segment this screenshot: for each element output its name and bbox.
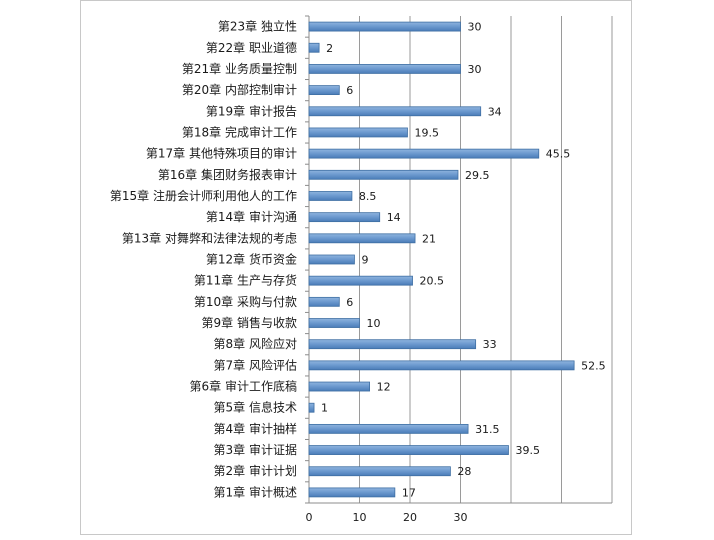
x-tick-labels: 0 10 20 30 [306, 511, 468, 524]
data-label: 1 [321, 402, 328, 415]
data-label: 8.5 [359, 190, 377, 203]
data-label: 31.5 [475, 423, 500, 436]
category-label: 第12章 货币资金 [206, 252, 297, 267]
bar [308, 212, 381, 223]
category-label: 第19章 审计报告 [206, 103, 297, 118]
data-label: 30 [468, 63, 482, 76]
x-tick-label: 20 [403, 511, 417, 524]
data-label: 28 [457, 465, 471, 478]
bar [308, 296, 340, 307]
bar [308, 85, 340, 96]
data-label: 6 [346, 296, 353, 309]
x-tick-label: 10 [353, 511, 367, 524]
x-tick-label: 30 [454, 511, 468, 524]
category-label: 第6章 审计工作底稿 [190, 379, 297, 394]
value-labels: 17 28 39.5 31.5 1 12 52.5 33 10 6 20.5 9 21 14 8.5 29.5… [321, 21, 606, 500]
category-label: 第10章 采购与付款 [194, 294, 297, 309]
bar [308, 64, 461, 74]
chart-frame: 第1章 审计概述 第2章 审计计划 第3章 审计证据 第4章 审计抽样 第5章 信息技术… [80, 0, 632, 535]
gridlines [359, 16, 613, 503]
bar [308, 127, 408, 138]
category-label: 第1章 审计概述 [214, 484, 297, 499]
data-label: 10 [367, 317, 381, 330]
data-label: 19.5 [414, 126, 439, 139]
bar [308, 423, 469, 434]
data-label: 9 [361, 254, 368, 267]
data-label: 14 [387, 211, 401, 224]
bar [308, 169, 459, 180]
bar [308, 466, 451, 477]
bar [308, 402, 315, 413]
data-label: 17 [402, 486, 416, 499]
category-label: 第18章 完成审计工作 [182, 124, 297, 139]
category-label: 第22章 职业道德 [206, 40, 297, 55]
category-label: 第8章 风险应对 [214, 336, 297, 351]
category-label: 第20章 内部控制审计 [182, 82, 297, 97]
data-label: 45.5 [546, 148, 571, 161]
bar [308, 191, 353, 201]
data-label: 33 [483, 338, 497, 351]
bar [308, 381, 370, 392]
bar [308, 445, 509, 455]
data-label: 30 [468, 21, 482, 34]
bar [308, 275, 413, 286]
bar [308, 233, 416, 244]
bar [308, 318, 360, 328]
x-tick-label: 0 [306, 511, 313, 524]
bar [308, 42, 320, 53]
bar [308, 21, 461, 32]
bar [308, 148, 540, 159]
category-label: 第23章 独立性 [218, 19, 297, 34]
bar [308, 106, 482, 117]
bar [308, 339, 477, 350]
category-label: 第4章 审计抽样 [214, 421, 297, 436]
data-label: 52.5 [581, 359, 606, 372]
category-label: 第9章 销售与收款 [202, 315, 297, 330]
category-label: 第17章 其他特殊项目的审计 [146, 146, 297, 161]
category-label: 第7章 风险评估 [214, 357, 297, 372]
data-label: 21 [422, 232, 436, 245]
category-label: 第16章 集团财务报表审计 [158, 167, 297, 182]
data-label: 29.5 [465, 169, 490, 182]
category-label: 第21章 业务质量控制 [182, 61, 297, 76]
data-label: 34 [488, 105, 502, 118]
category-label: 第3章 审计证据 [214, 442, 297, 457]
data-label: 39.5 [515, 444, 540, 457]
data-label: 12 [377, 381, 391, 394]
category-label: 第11章 生产与存货 [194, 273, 297, 288]
category-label: 第2章 审计计划 [214, 463, 297, 478]
bar [308, 254, 355, 265]
category-label: 第13章 对舞弊和法律法规的考虑 [122, 230, 297, 245]
data-label: 6 [346, 84, 353, 97]
bars [308, 21, 575, 498]
data-label: 20.5 [420, 275, 445, 288]
data-label: 2 [326, 42, 333, 55]
category-label: 第14章 审计沟通 [206, 209, 297, 224]
bar [308, 360, 575, 371]
category-label: 第15章 注册会计师利用他人的工作 [110, 188, 297, 203]
category-label: 第5章 信息技术 [214, 400, 297, 415]
bar [308, 487, 396, 498]
